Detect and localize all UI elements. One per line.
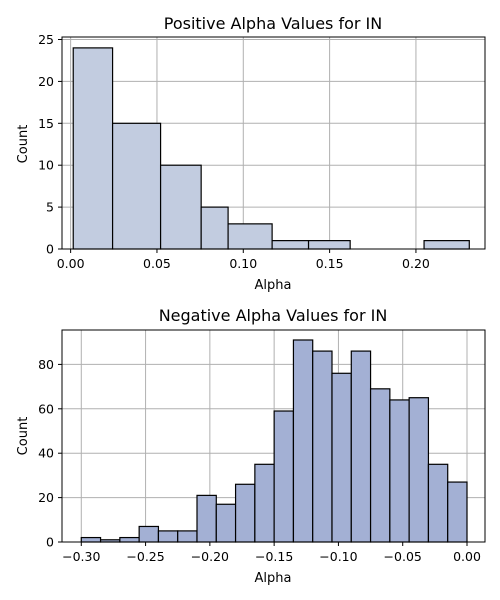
histogram-bar: [157, 530, 179, 543]
bars: [72, 47, 470, 250]
histogram-bar: [389, 399, 410, 543]
y-tick-label: 20: [38, 490, 54, 505]
histogram-bar: [227, 223, 273, 250]
x-axis-label: Alpha: [255, 571, 292, 586]
y-tick-label: 20: [38, 74, 54, 89]
x-tick-label: 0.15: [316, 256, 344, 271]
negative-alpha-histogram: Negative Alpha Values for IN −0.30 −0.25−…: [16, 306, 486, 586]
chart-title: Positive Alpha Values for IN: [164, 14, 382, 33]
histogram-bar: [350, 350, 372, 543]
y-tick-label: 0: [46, 535, 54, 550]
histogram-bar: [196, 494, 217, 543]
histogram-bar: [447, 481, 468, 543]
histogram-bar: [273, 410, 295, 543]
ticks: −0.30 −0.25 −0.20 −0.15 −0.10 −0.05 0.00 0 20 40 6…: [38, 357, 481, 564]
y-tick-label: 5: [46, 200, 54, 215]
histogram-bar: [307, 240, 351, 250]
histogram-bar: [292, 339, 314, 543]
histogram-bar: [80, 536, 102, 543]
x-tick-label: −0.20: [191, 549, 229, 564]
histogram-bar: [159, 164, 202, 250]
plot-frame: [61, 329, 486, 543]
x-tick-label: −0.10: [319, 549, 357, 564]
histogram-bar: [423, 240, 470, 250]
x-axis-label: Alpha: [255, 278, 292, 293]
plot-frame: [61, 36, 486, 250]
x-tick-label: −0.25: [126, 549, 164, 564]
y-tick-label: 40: [38, 446, 54, 461]
histogram-bar: [271, 240, 310, 250]
histogram-bar: [254, 463, 275, 543]
x-tick-label: 0.10: [229, 256, 257, 271]
positive-alpha-histogram: Positive Alpha Values for IN 0.00 0.05 0.1…: [16, 14, 486, 293]
histogram-bar: [200, 206, 229, 250]
chart-title: Negative Alpha Values for IN: [159, 306, 388, 325]
x-tick-label: 0.05: [143, 256, 171, 271]
histogram-bar: [177, 530, 198, 543]
x-tick-label: −0.30: [62, 549, 100, 564]
x-tick-label: −0.05: [384, 549, 422, 564]
histogram-bar: [215, 503, 237, 543]
histogram-bar: [119, 536, 140, 543]
y-axis-label: Count: [16, 125, 31, 164]
histogram-bar: [312, 350, 333, 543]
y-tick-label: 10: [38, 158, 54, 173]
x-tick-label: 0.00: [57, 256, 85, 271]
y-axis-label: Count: [16, 417, 31, 456]
histogram-bar: [72, 47, 114, 250]
histogram-bar: [331, 372, 352, 543]
histogram-bar: [234, 483, 256, 543]
histogram-bar: [408, 397, 430, 543]
histogram-bar: [138, 525, 160, 543]
y-tick-label: 60: [38, 401, 54, 416]
x-tick-label: 0.20: [402, 256, 430, 271]
y-tick-label: 25: [38, 32, 54, 47]
ticks: 0.00 0.05 0.10 0.15 0.20 0 5 10 15 20 25: [38, 32, 430, 271]
histogram-bar: [369, 388, 391, 543]
x-tick-label: 0.00: [453, 549, 481, 564]
histogram-bar: [427, 463, 449, 543]
y-tick-label: 80: [38, 357, 54, 372]
histogram-bar: [111, 122, 162, 250]
x-tick-label: −0.15: [255, 549, 293, 564]
y-tick-label: 0: [46, 242, 54, 257]
y-tick-label: 15: [38, 116, 54, 131]
